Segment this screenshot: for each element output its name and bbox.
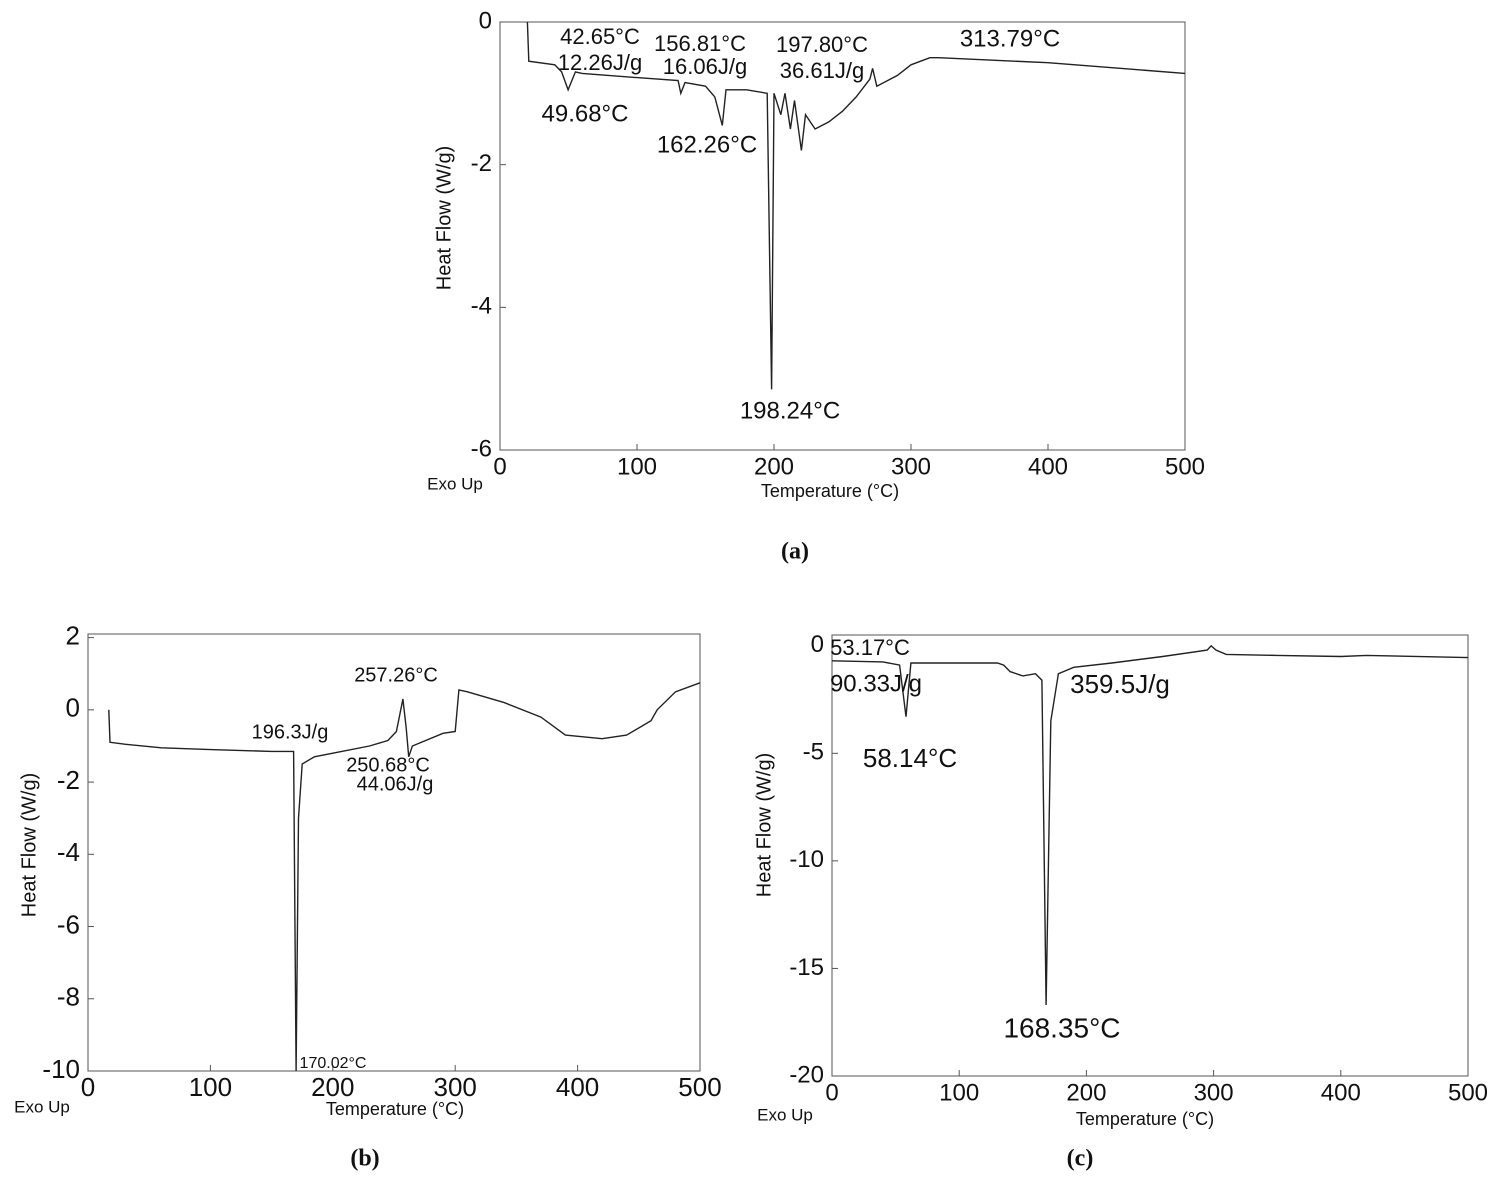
x-tick-label: 100 [189,1072,232,1102]
y-tick-label: -10 [789,846,824,873]
peak-annotation: 16.06J/g [663,54,747,79]
y-tick-label: -5 [803,739,824,766]
y-axis-title: Heat Flow (W/g) [753,753,775,897]
y-tick-label: -4 [471,293,492,320]
exo-up-label: Exo Up [14,1097,70,1116]
heat-flow-line [526,21,1186,390]
x-tick-label: 400 [1321,1079,1361,1106]
y-tick-label: -4 [57,837,80,867]
peak-annotation: 58.14°C [863,743,957,773]
peak-annotation: 156.81°C [654,31,746,56]
peak-annotation: 359.5J/g [1070,669,1170,699]
x-tick-label: 100 [617,453,657,480]
y-tick-label: -6 [57,909,80,939]
peak-annotation: 198.24°C [740,397,840,424]
y-tick-label: -15 [789,954,824,981]
plot-frame [499,21,1186,451]
peak-annotation: 90.33J/g [830,670,922,697]
heat-flow-line [831,644,1469,1006]
x-tick-label: 0 [81,1072,95,1102]
x-tick-label: 500 [1448,1079,1488,1106]
peak-annotation: 197.80°C [776,32,868,57]
peak-annotation: 250.68°C [346,754,430,776]
peak-annotation: 53.17°C [830,635,910,660]
y-axis-title: Heat Flow (W/g) [18,773,40,917]
plot-frame [87,633,701,1072]
x-tick-label: 0 [493,453,506,480]
panel-caption: (c) [1067,1146,1094,1172]
peak-annotation: 170.02°C [300,1055,367,1072]
y-tick-label: -20 [789,1061,824,1088]
x-tick-label: 500 [678,1072,721,1102]
x-axis-title: Temperature (°C) [1076,1109,1214,1129]
x-tick-label: 0 [825,1079,838,1106]
plot-frame [831,634,1469,1077]
y-tick-label: -10 [42,1054,80,1084]
x-tick-label: 400 [556,1072,599,1102]
x-tick-label: 200 [754,453,794,480]
peak-annotation: 42.65°C [560,24,640,49]
x-tick-label: 500 [1165,453,1205,480]
x-tick-label: 400 [1028,453,1068,480]
x-tick-label: 300 [891,453,931,480]
x-tick-label: 300 [434,1072,477,1102]
y-tick-label: 0 [66,693,80,723]
y-tick-label: -2 [57,765,80,795]
peak-annotation: 36.61J/g [780,58,864,83]
peak-annotation: 257.26°C [354,664,438,686]
y-axis-title: Heat Flow (W/g) [433,146,455,290]
peak-annotation: 196.3J/g [252,721,329,743]
peak-annotation: 313.79°C [960,25,1060,52]
peak-annotation: 44.06J/g [357,773,434,795]
y-tick-label: -6 [471,435,492,462]
panel-caption: (b) [350,1146,379,1172]
peak-annotation: 49.68°C [542,100,629,127]
y-tick-label: -8 [57,982,80,1012]
y-tick-label: 0 [479,7,492,34]
exo-up-label: Exo Up [757,1105,813,1124]
x-axis-title: Temperature (°C) [761,481,899,501]
panel-caption: (a) [781,539,809,565]
x-tick-label: 100 [939,1079,979,1106]
exo-up-label: Exo Up [427,474,483,493]
peak-annotation: 162.26°C [657,131,757,158]
y-tick-label: -2 [471,150,492,177]
peak-annotation: 12.26J/g [558,50,642,75]
heat-flow-line [108,682,701,1072]
y-tick-label: 2 [66,620,80,650]
x-tick-label: 200 [311,1072,354,1102]
x-tick-label: 200 [1066,1079,1106,1106]
peak-annotation: 168.35°C [1003,1012,1120,1043]
x-axis-title: Temperature (°C) [326,1099,464,1119]
y-tick-label: 0 [811,631,824,658]
x-tick-label: 300 [1194,1079,1234,1106]
